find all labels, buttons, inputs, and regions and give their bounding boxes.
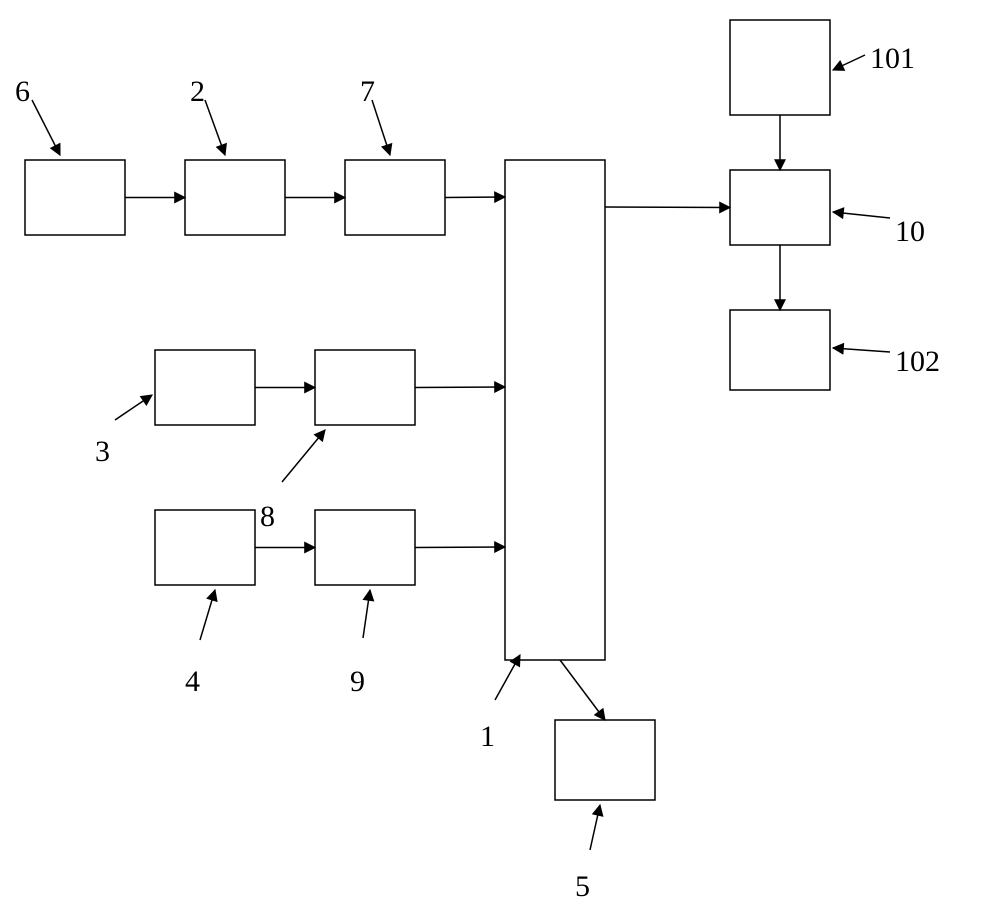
node-b5	[555, 720, 655, 800]
callout-label-4: 4	[185, 665, 200, 699]
node-b6	[25, 160, 125, 235]
callout-leader-2	[205, 100, 225, 155]
callout-leader-101	[833, 55, 865, 70]
edge-b8-b1	[415, 387, 505, 388]
callout-leader-9	[363, 590, 370, 638]
callout-label-5: 5	[575, 870, 590, 904]
callout-label-10: 10	[895, 215, 925, 249]
callout-leader-10	[833, 212, 890, 218]
callout-label-6: 6	[15, 75, 30, 109]
callout-label-7: 7	[360, 75, 375, 109]
callout-label-8: 8	[260, 500, 275, 534]
node-b4	[155, 510, 255, 585]
callout-label-9: 9	[350, 665, 365, 699]
edge-b7-b1	[445, 197, 505, 198]
node-b3	[155, 350, 255, 425]
node-b9	[315, 510, 415, 585]
node-b10	[730, 170, 830, 245]
callout-leader-6	[32, 100, 60, 155]
callout-label-2: 2	[190, 75, 205, 109]
node-b7	[345, 160, 445, 235]
callout-leader-1	[495, 655, 520, 700]
node-b102	[730, 310, 830, 390]
edge-b1-b10	[605, 207, 730, 208]
node-b2	[185, 160, 285, 235]
callout-label-3: 3	[95, 435, 110, 469]
callout-leader-3	[115, 395, 152, 420]
edge-b9-b1	[415, 547, 505, 548]
node-b8	[315, 350, 415, 425]
block-diagram	[0, 0, 1000, 911]
node-b101	[730, 20, 830, 115]
callout-label-101: 101	[870, 42, 915, 76]
callout-leader-4	[200, 590, 215, 640]
callout-label-1: 1	[480, 720, 495, 754]
callout-label-102: 102	[895, 345, 940, 379]
callout-leader-8	[282, 430, 325, 482]
callout-leader-5	[590, 805, 600, 850]
edge-b1-b5	[560, 660, 605, 720]
callout-leader-102	[833, 348, 890, 352]
node-b1	[505, 160, 605, 660]
